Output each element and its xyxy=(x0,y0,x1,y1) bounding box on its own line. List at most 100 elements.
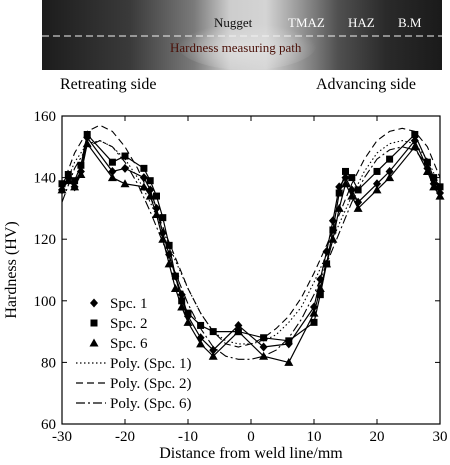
legend-label: Poly. (Spc. 1) xyxy=(110,356,192,372)
data-point xyxy=(435,191,445,200)
data-point xyxy=(385,173,395,182)
data-point xyxy=(422,166,432,175)
data-point xyxy=(164,259,174,268)
data-point xyxy=(171,272,179,280)
data-point xyxy=(82,139,92,148)
data-point xyxy=(386,155,394,163)
data-point xyxy=(108,166,117,176)
data-point xyxy=(107,173,117,182)
data-point xyxy=(184,309,192,317)
data-point xyxy=(385,166,394,176)
data-point xyxy=(140,164,148,172)
data-point xyxy=(316,291,324,299)
micro-label-tmaz: TMAZ xyxy=(288,15,325,30)
y-tick-label: 120 xyxy=(34,232,57,248)
micro-label-nugget: Nugget xyxy=(214,15,253,30)
data-point xyxy=(233,327,243,336)
data-point xyxy=(334,203,344,212)
data-point xyxy=(58,180,66,188)
data-point xyxy=(177,302,187,311)
data-point xyxy=(373,179,381,189)
data-point xyxy=(436,183,444,191)
y-tick-label: 140 xyxy=(34,171,57,187)
data-point xyxy=(347,191,357,200)
data-point xyxy=(64,171,72,179)
series-line xyxy=(61,136,441,351)
x-tick-label: 20 xyxy=(370,429,385,445)
legend-marker xyxy=(89,338,99,347)
series-1 xyxy=(58,130,444,345)
data-point xyxy=(197,321,205,329)
x-axis-label: Distance from weld line/mm xyxy=(159,445,343,462)
x-tick-label: -30 xyxy=(52,429,72,445)
y-tick-label: 80 xyxy=(41,355,56,371)
series-3 xyxy=(61,140,441,345)
data-point xyxy=(429,182,439,191)
data-point xyxy=(152,203,161,213)
data-point xyxy=(309,308,319,317)
legend: Spc. 1 Spc. 2 Spc. 6 Poly. (Spc. 1) Poly. (S… xyxy=(76,296,192,412)
x-tick-label: 30 xyxy=(433,429,448,445)
data-point xyxy=(71,177,79,185)
data-point xyxy=(259,351,269,360)
data-point xyxy=(259,342,268,352)
data-point xyxy=(373,167,381,175)
series-line xyxy=(61,139,441,360)
data-point xyxy=(353,203,363,212)
retreating-side-label: Retreating side xyxy=(60,76,157,93)
data-point xyxy=(260,334,268,342)
legend-label: Spc. 6 xyxy=(110,336,148,352)
x-tick-label: -20 xyxy=(115,429,135,445)
series-line xyxy=(61,124,441,348)
x-tick-label: 10 xyxy=(307,429,322,445)
legend-marker xyxy=(90,319,98,327)
legend-label: Spc. 1 xyxy=(110,296,148,312)
data-point xyxy=(57,185,67,194)
data-point xyxy=(285,337,293,345)
data-point xyxy=(341,179,350,188)
data-point xyxy=(315,283,325,292)
legend-label: Poly. (Spc. 6) xyxy=(110,396,192,412)
data-point xyxy=(178,297,186,305)
data-point xyxy=(76,170,86,179)
data-point xyxy=(158,234,168,243)
data-point xyxy=(146,177,154,185)
data-point xyxy=(70,182,80,191)
data-point xyxy=(348,174,356,182)
data-point xyxy=(329,226,337,234)
data-point xyxy=(196,339,206,348)
data-point xyxy=(335,189,343,197)
y-tick-label: 160 xyxy=(34,109,57,125)
weld-micrograph: Nugget TMAZ HAZ B.M Hardness measuring p… xyxy=(42,0,442,70)
data-point xyxy=(234,320,243,330)
legend-label: Spc. 2 xyxy=(110,316,148,332)
advancing-side-label: Advancing side xyxy=(316,76,416,93)
data-point xyxy=(372,185,382,194)
y-tick-label: 60 xyxy=(41,417,56,433)
data-point xyxy=(284,357,294,366)
data-point xyxy=(208,351,218,360)
series-line xyxy=(61,140,441,345)
legend-label: Poly. (Spc. 2) xyxy=(110,376,192,392)
data-point xyxy=(159,214,167,222)
data-point xyxy=(139,173,148,183)
y-axis-label: Hardness (HV) xyxy=(3,221,20,318)
data-point xyxy=(108,158,116,166)
data-point xyxy=(342,167,349,175)
micro-label-bm: B.M xyxy=(398,15,422,30)
data-point xyxy=(153,192,160,200)
data-point xyxy=(77,161,85,169)
data-point xyxy=(152,210,161,219)
data-point xyxy=(209,345,218,355)
micro-label-path: Hardness measuring path xyxy=(170,40,302,55)
data-point xyxy=(423,158,431,166)
data-point xyxy=(310,318,318,326)
y-tick-label: 100 xyxy=(34,294,57,310)
data-point xyxy=(121,152,129,160)
data-point xyxy=(120,179,130,188)
series-5 xyxy=(61,139,441,360)
series-4 xyxy=(61,124,441,348)
series-line xyxy=(61,133,441,342)
data-point xyxy=(83,130,91,138)
